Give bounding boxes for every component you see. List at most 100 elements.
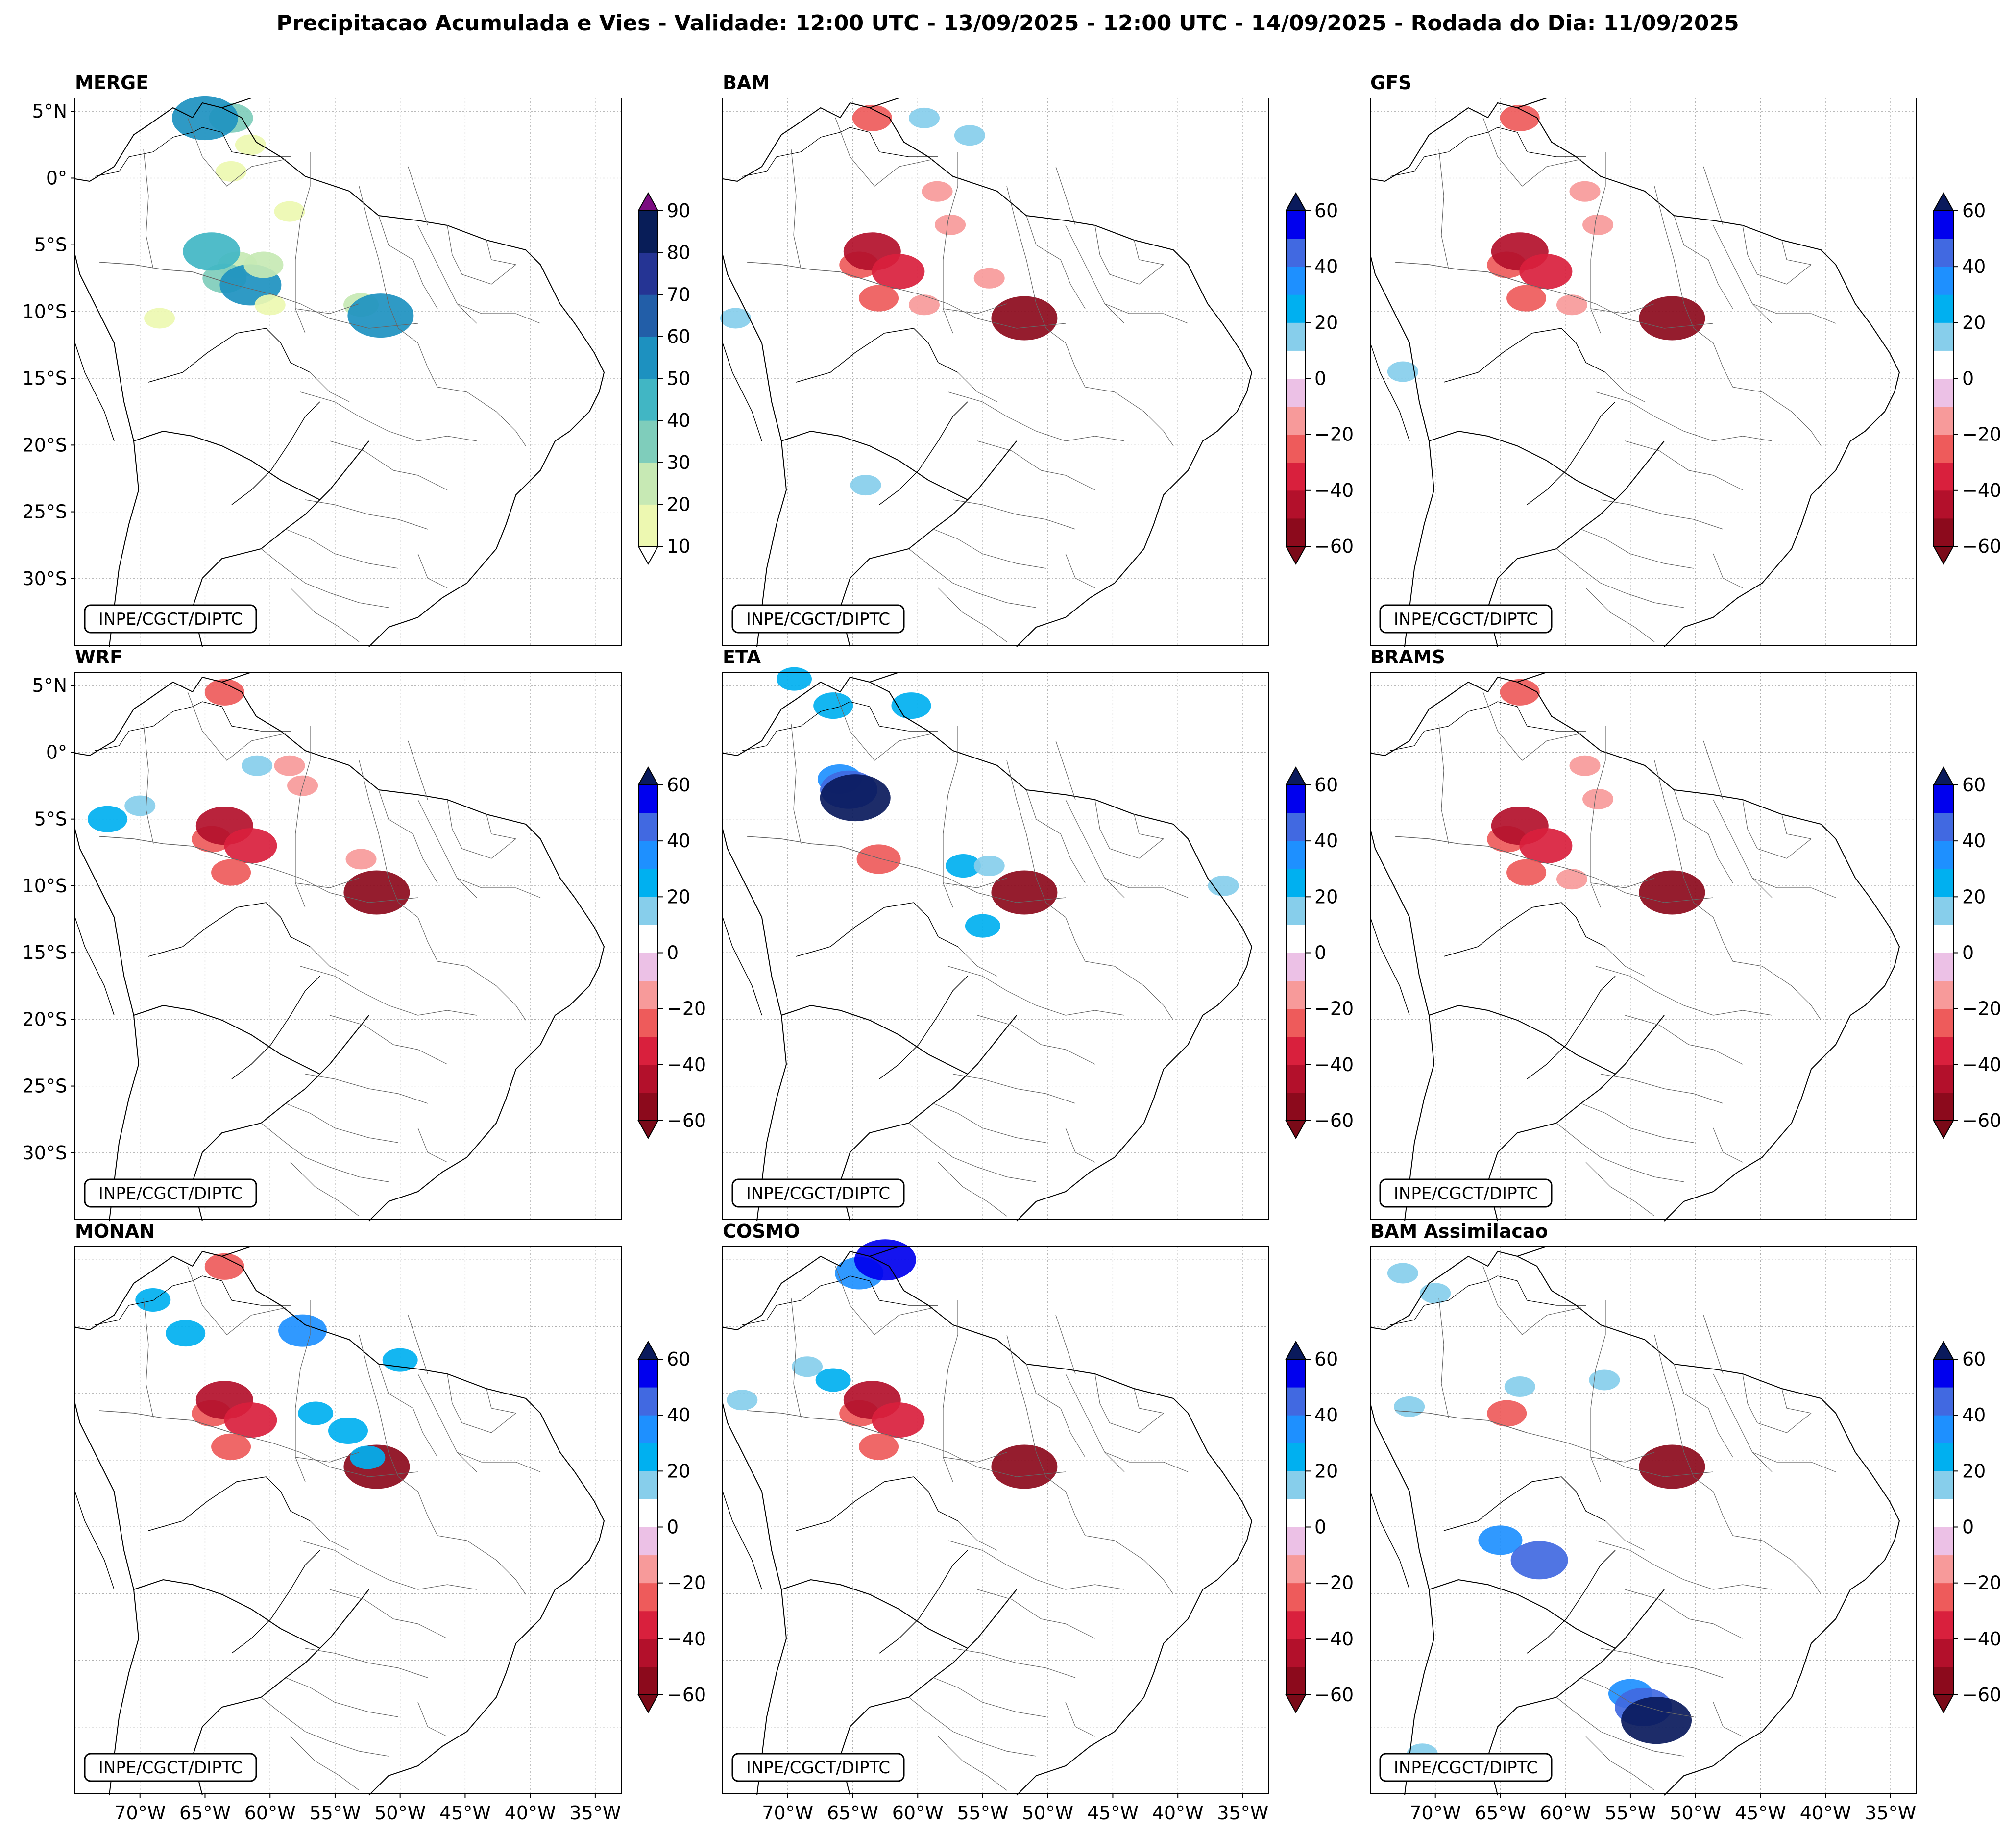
colorbar-tick-label: 0 <box>667 942 679 964</box>
map-panel: BAM INPE/CGCT/DIPTC −60 −40 −20 0 20 40 60 <box>720 72 1354 647</box>
field-blob <box>935 214 966 235</box>
field-blob <box>856 844 901 874</box>
field-blob <box>720 308 752 329</box>
colorbar-tick-label: −60 <box>667 1684 706 1706</box>
colorbar-tick-label: 0 <box>1962 942 1974 964</box>
colorbar-segment <box>1286 980 1306 1009</box>
colorbar-tick-label: 20 <box>1314 886 1338 907</box>
map-area <box>723 98 1269 645</box>
colorbar-segment <box>638 1415 658 1443</box>
field-blob <box>1394 1396 1425 1417</box>
panel-title: ETA <box>723 646 761 668</box>
colorbar-tick-label: 40 <box>1314 256 1338 277</box>
colorbar: −60 −40 −20 0 20 40 60 <box>637 766 706 1140</box>
y-tick-label: 0° <box>46 167 67 189</box>
colorbar-segment <box>638 897 658 925</box>
colorbar-tick-label: 40 <box>1962 830 1986 852</box>
colorbar-segment <box>638 420 658 463</box>
map-frame <box>722 1246 1269 1794</box>
y-tick-label: 30°S <box>23 568 67 589</box>
colorbar-segment <box>638 1443 658 1471</box>
colorbar-segment <box>638 785 658 813</box>
colorbar: −60 −40 −20 0 20 40 60 <box>637 1340 706 1714</box>
colorbar-segment <box>1286 1666 1306 1695</box>
colorbar-tick-label: 20 <box>667 1460 690 1482</box>
colorbar-segment <box>638 1471 658 1499</box>
field-blob <box>1582 214 1614 235</box>
colorbar-segment <box>1934 1387 1953 1416</box>
field-blob <box>1506 285 1547 312</box>
map-area <box>723 672 1269 1220</box>
colorbar-segment <box>1934 1471 1953 1499</box>
credit-frame <box>84 1753 257 1782</box>
field-blob <box>1621 1697 1692 1744</box>
colorbar-segment <box>638 1387 658 1416</box>
colorbar-extend-top <box>1285 192 1307 211</box>
y-tick-label: 10°S <box>23 301 67 322</box>
colorbar-tick-label: −40 <box>1962 480 2001 501</box>
field-blob <box>946 854 981 878</box>
credit-box: INPE/CGCT/DIPTC <box>84 1178 257 1208</box>
colorbar-segment <box>1934 897 1953 925</box>
field-blob <box>1639 296 1705 341</box>
colorbar-segment <box>1286 378 1306 407</box>
colorbar-tick-label: −40 <box>667 1628 706 1650</box>
credit-box: INPE/CGCT/DIPTC <box>1379 1753 1553 1782</box>
colorbar-tick-label: −20 <box>1314 424 1354 445</box>
colorbar-segment <box>1934 1064 1953 1093</box>
colorbar-segment <box>1286 953 1306 981</box>
field-blob <box>1487 1400 1527 1427</box>
colorbar-segment <box>638 1583 658 1612</box>
colorbar-tick-label: 0 <box>667 1516 679 1538</box>
colorbar-segment <box>1286 211 1306 239</box>
field-blob <box>908 294 940 316</box>
colorbar-segment <box>1934 1443 1953 1471</box>
panel-title: MONAN <box>75 1221 155 1242</box>
colorbar-tick-label: −20 <box>667 1572 706 1594</box>
field-blob <box>872 1402 925 1438</box>
map-frame <box>722 98 1269 646</box>
colorbar-tick-label: 60 <box>1314 774 1338 796</box>
colorbar-segment <box>1934 267 1953 295</box>
colorbar-segment <box>1286 1092 1306 1121</box>
colorbar-segment <box>1286 462 1306 491</box>
colorbar: −60 −40 −20 0 20 40 60 <box>1933 766 2001 1140</box>
colorbar-segment <box>1934 869 1953 897</box>
colorbar-segment <box>1934 1008 1953 1037</box>
colorbar-segment <box>638 462 658 505</box>
colorbar-tick-label: 20 <box>667 886 690 907</box>
field-blob <box>1478 1525 1523 1555</box>
colorbar-segment <box>1934 1666 1953 1695</box>
colorbar-tick-label: −40 <box>1314 1628 1354 1650</box>
colorbar-tick-label: 60 <box>667 774 690 796</box>
credit-label: INPE/CGCT/DIPTC <box>98 1758 243 1778</box>
panel-title: BAM Assimilacao <box>1370 1221 1548 1242</box>
colorbar-tick-label: 60 <box>1962 200 1986 221</box>
x-tick-label: 40°W <box>1152 1802 1204 1824</box>
x-tick-label: 50°W <box>374 1802 426 1824</box>
credit-label: INPE/CGCT/DIPTC <box>746 1758 890 1778</box>
field-blob <box>1639 870 1705 915</box>
colorbar-extend-top <box>1285 1340 1307 1360</box>
colorbar-extend-bottom <box>1285 546 1307 565</box>
field-blob <box>1500 679 1540 706</box>
map-area <box>1370 672 1917 1220</box>
field-blob <box>166 1320 206 1347</box>
colorbar-extend-top <box>637 192 659 211</box>
field-blob <box>777 667 812 691</box>
field-blob <box>815 1368 851 1392</box>
x-tick-label: 45°W <box>1087 1802 1139 1824</box>
colorbar-extend-top <box>1933 766 1954 785</box>
credit-box: INPE/CGCT/DIPTC <box>1379 604 1553 634</box>
colorbar-extend-bottom <box>1285 1120 1307 1140</box>
colorbar-segment <box>1286 1064 1306 1093</box>
colorbar-tick-label: −60 <box>667 1110 706 1131</box>
colorbar-segment <box>1934 1611 1953 1639</box>
field-blob <box>224 828 277 864</box>
field-blob <box>124 795 156 816</box>
colorbar: −60 −40 −20 0 20 40 60 <box>1933 192 2001 565</box>
map-area <box>75 672 621 1220</box>
colorbar-segment <box>1934 322 1953 351</box>
credit-frame <box>731 1753 905 1782</box>
field-blob <box>274 755 305 776</box>
